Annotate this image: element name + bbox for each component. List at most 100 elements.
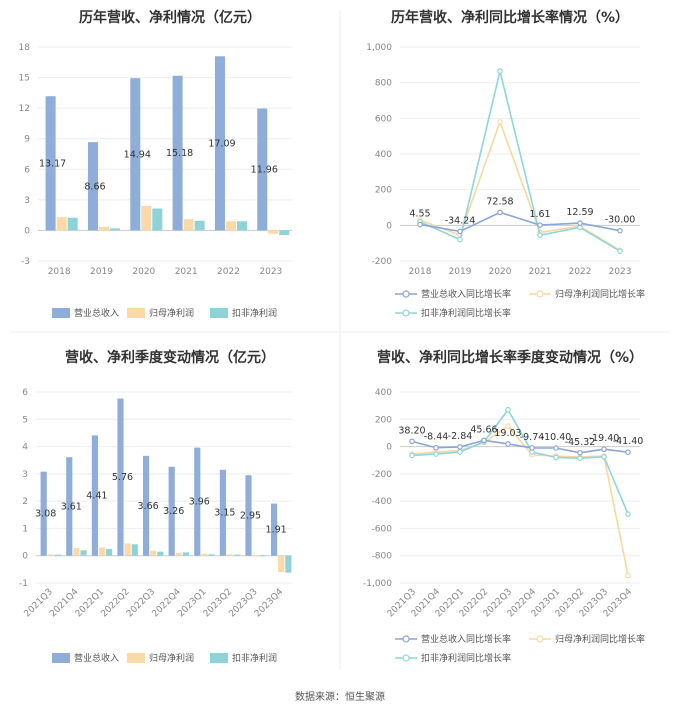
c2-bar-s1 <box>278 555 285 573</box>
c0-y-tick-label: 12 <box>19 104 30 114</box>
c3-point-s0 <box>529 445 535 451</box>
c0-bar-s2 <box>109 228 120 231</box>
c0-x-tick-label: 2019 <box>90 267 113 277</box>
c3-point-s2 <box>409 452 415 459</box>
c2-data-label: 3.15 <box>214 508 235 519</box>
c0-bar-s1 <box>98 226 109 231</box>
c1-data-label: 12.59 <box>566 207 593 218</box>
c3-line-s1 <box>411 425 629 576</box>
c3-point-s0 <box>481 437 487 444</box>
c2-y-tick-label: 3 <box>22 470 28 480</box>
c2-bar-s0 <box>40 471 47 556</box>
c2-legend-swatch <box>52 653 70 663</box>
c2-bar-s1 <box>175 552 182 556</box>
c2-data-label: 5.76 <box>112 472 133 483</box>
c3-legend-label: 营业总收入同比增长率 <box>421 633 511 645</box>
c1-data-label: 1.61 <box>529 209 550 220</box>
c3-point-s2 <box>457 449 463 455</box>
c2-bar-s0 <box>194 447 201 556</box>
c2-data-label: 3.96 <box>189 497 210 508</box>
c3-data-label: -41.40 <box>613 436 644 447</box>
c2-bar-s2 <box>54 554 62 556</box>
c2-legend-label: 扣非净利润 <box>232 652 277 664</box>
c2-y-tick-label: 0 <box>22 552 28 562</box>
c3-legend-swatch-marker <box>402 654 410 662</box>
c3-line-s0 <box>411 439 629 454</box>
c3-data-label: -8.44 <box>424 432 449 443</box>
c2-bar-s2 <box>182 552 190 556</box>
c0-bar-s2 <box>236 221 247 231</box>
c2-x-tick-label: 2023Q4 <box>253 587 286 620</box>
c0-bar-s0 <box>172 75 183 231</box>
c1-y-tick-label: 800 <box>375 79 392 89</box>
c3-y-tick-label: 200 <box>375 415 392 425</box>
c2-bar-s2 <box>285 555 292 573</box>
c0-bar-s0 <box>87 142 98 231</box>
c0-bar-s0 <box>130 78 141 231</box>
c2-bar-s0 <box>219 469 226 556</box>
c1-point-s1 <box>497 119 503 125</box>
annual-growth-rate-chart: 历年营收、净利同比增长率情况（%） 1,000 800 600 400 200 0 -200 2… <box>366 9 645 319</box>
c3-point-s0 <box>409 438 415 445</box>
c3-data-label: -45.32 <box>565 437 596 448</box>
quarterly-revenue-profit-chart: 营收、净利季度变动情况（亿元）6543210-12021Q32021Q42022… <box>19 349 292 664</box>
c1-y-tick-label: -200 <box>372 257 393 267</box>
c2-bar-s2 <box>157 551 164 556</box>
c2-y-tick-label: -1 <box>19 579 28 589</box>
c3-y-tick-label: -400 <box>372 497 393 507</box>
c1-x-tick-label: 2020 <box>489 267 512 277</box>
c2-bar-s1 <box>47 554 54 556</box>
c2-y-tick-label: 1 <box>22 524 28 534</box>
c0-bar-s0 <box>45 96 56 231</box>
c2-y-tick-label: 4 <box>22 443 28 453</box>
c0-x-tick-label: 2020 <box>132 267 155 277</box>
c0-bar-s1 <box>56 217 67 231</box>
c1-point-s2 <box>537 232 543 238</box>
c1-title: 历年营收、净利同比增长率情况（%） <box>391 9 629 26</box>
quarterly-growth-rate-chart: 营收、净利同比增长率季度变动情况（%） 400 200 0 -200 -400 -600 -8… <box>363 349 645 664</box>
c3-point-s0 <box>577 449 583 456</box>
c0-y-tick-label: 6 <box>24 165 30 175</box>
c3-point-s2 <box>433 451 439 457</box>
c1-line-s2 <box>419 70 621 252</box>
c2-bar-s0 <box>143 455 150 556</box>
c0-x-tick-label: 2018 <box>48 267 71 277</box>
c0-bar-s1 <box>141 205 152 231</box>
c3-point-s0 <box>553 445 559 451</box>
c1-y-tick-label: 600 <box>375 114 392 124</box>
c1-point-s0 <box>537 222 543 228</box>
c0-data-label: 17.09 <box>208 138 235 149</box>
c1-x-tick-label: 2018 <box>409 267 432 277</box>
c3-data-label: 19.03 <box>494 428 521 439</box>
c0-y-tick-label: 9 <box>24 135 30 145</box>
c3-y-tick-label: -200 <box>372 470 393 480</box>
c3-data-label: -2.84 <box>448 431 473 442</box>
c0-y-tick-label: 15 <box>19 74 30 84</box>
c0-bar-s2 <box>67 217 78 231</box>
c1-line-s1 <box>419 119 621 251</box>
c3-legend-label: 扣非净利润同比增长率 <box>421 652 511 664</box>
c2-bar-s1 <box>98 547 106 556</box>
c0-y-tick-label: 3 <box>24 196 30 206</box>
c3-data-label: -9.74 <box>520 432 545 443</box>
c2-bar-s1 <box>124 543 131 556</box>
c1-legend-swatch-marker <box>536 290 544 298</box>
c0-x-tick-label: 2022 <box>217 267 240 277</box>
c3-data-label: 45.66 <box>470 424 497 435</box>
c2-bar-s0 <box>66 457 73 556</box>
c3-y-tick-label: -600 <box>372 524 393 534</box>
c3-title: 营收、净利同比增长率季度变动情况（%） <box>377 349 643 366</box>
c3-point-s2 <box>505 406 511 413</box>
c2-data-label: 2.95 <box>240 510 261 521</box>
c2-bar-s2 <box>80 550 87 556</box>
data-source-note: 数据来源：恒生聚源 <box>295 690 385 703</box>
c2-bar-s0 <box>245 475 252 556</box>
c3-data-label: 38.20 <box>398 425 425 436</box>
c2-y-tick-label: 6 <box>22 388 28 398</box>
c2-bar-s2 <box>131 544 138 556</box>
c0-bar-s2 <box>152 208 163 231</box>
c0-bar-s1 <box>268 230 279 234</box>
c2-data-label: 3.61 <box>61 501 82 512</box>
c2-data-label: 3.08 <box>35 509 56 520</box>
